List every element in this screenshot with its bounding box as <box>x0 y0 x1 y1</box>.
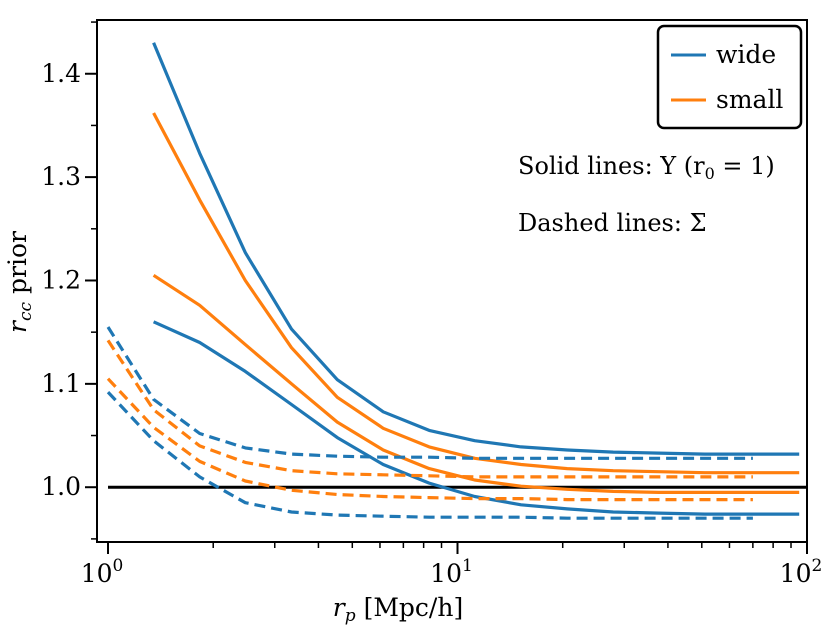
series-line-small-solid-3 <box>152 273 800 494</box>
y-tick-label: 1.0 <box>41 472 81 501</box>
series-line-wide-dashed-4 <box>106 326 753 460</box>
y-tick-label: 1.2 <box>41 265 81 294</box>
series-line-wide-solid-1 <box>152 320 800 516</box>
annotation-solid-lines: Solid lines: Y (r0 = 1) <box>518 152 775 183</box>
series-line-small-dashed-5 <box>106 339 753 479</box>
series-line-small-solid-2 <box>152 112 800 475</box>
series-layer <box>106 42 807 520</box>
x-tick-label: 102 <box>780 556 823 588</box>
x-tick-label: 101 <box>430 556 473 588</box>
series-line-wide-dashed-7 <box>106 391 753 520</box>
y-tick-label: 1.1 <box>41 369 81 398</box>
tick-layer: 1.0 1.1 1.2 1.3 1.4 100 101 102 <box>41 21 823 588</box>
series-line-small-dashed-6 <box>106 377 753 502</box>
x-tick-label: 100 <box>81 556 124 588</box>
y-tick-label: 1.4 <box>41 59 81 88</box>
legend-wide-label: wide <box>716 40 776 69</box>
annotation-dashed-lines: Dashed lines: Σ <box>518 209 707 237</box>
series-line-wide-solid-0 <box>152 42 800 456</box>
x-axis-label: rp [Mpc/h] <box>333 593 463 626</box>
legend-small-label: small <box>716 85 783 114</box>
legend-box <box>656 24 803 130</box>
y-tick-label: 1.3 <box>41 162 81 191</box>
y-axis-label: rcc prior <box>3 231 36 333</box>
legend: wide small <box>656 24 803 130</box>
